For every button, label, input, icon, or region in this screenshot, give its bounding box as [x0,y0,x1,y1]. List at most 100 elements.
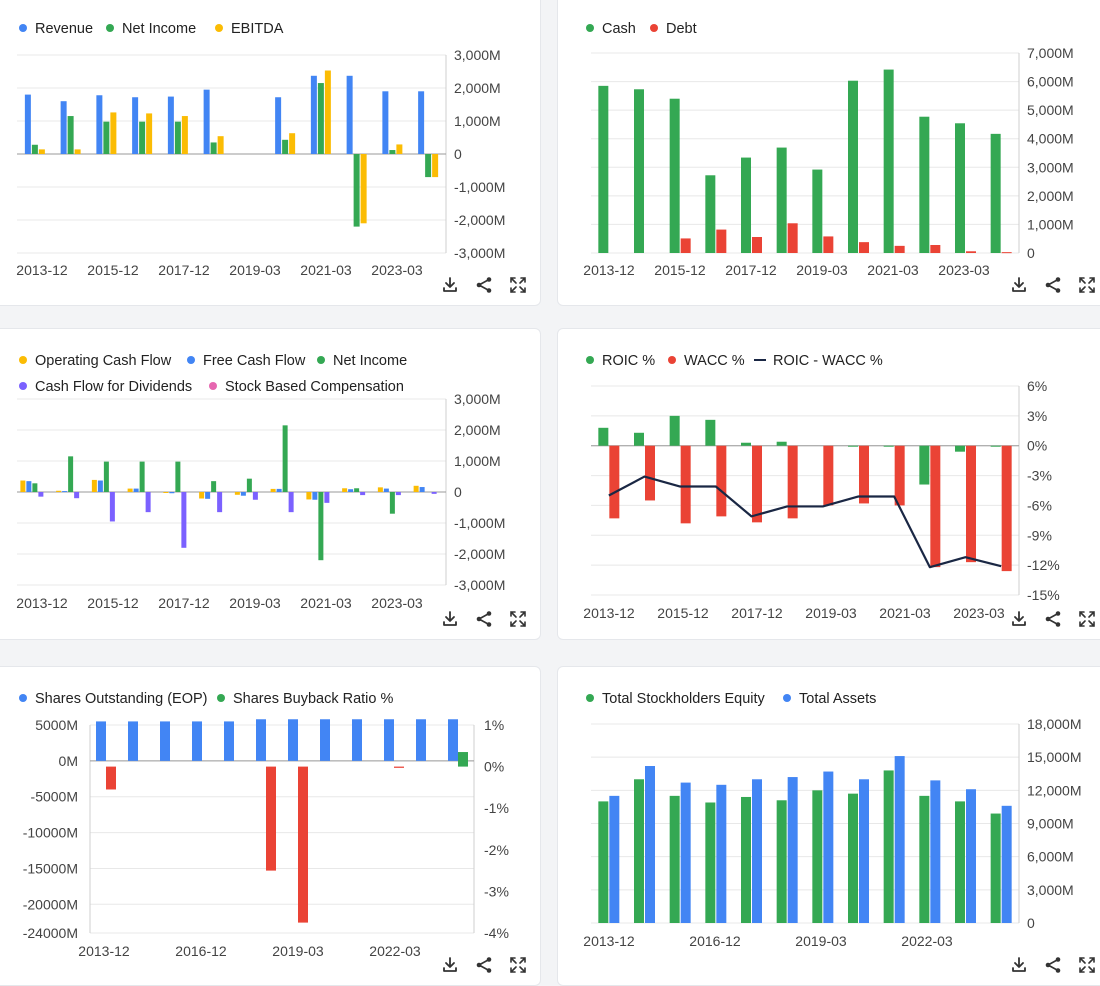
bar-revenue [310,75,317,154]
x-tick-label: 2023-03 [371,595,423,611]
bar-free-cash-flow [26,481,32,492]
share-icon[interactable] [1043,955,1063,975]
x-tick-label: 2015-12 [87,595,139,611]
share-icon[interactable] [474,609,494,629]
y-tick-label: 3,000M [454,391,501,407]
share-icon[interactable] [1043,275,1063,295]
bar-cash-flow-for-dividends [38,492,44,497]
bar-operating-cash-flow [377,487,383,492]
fullscreen-icon[interactable] [508,275,528,295]
legend-item[interactable]: ROIC % [586,353,655,369]
y-tick-label: -1,000M [454,515,505,531]
x-tick-label: 2013-12 [16,262,68,278]
x-tick-label: 2013-12 [583,933,635,949]
chart-toolbar [1009,275,1097,295]
x-tick-label: 2022-03 [369,943,421,959]
download-icon[interactable] [1009,609,1029,629]
bar-total-assets [930,780,941,923]
bar-wacc- [645,445,655,501]
bar-roic- [955,445,965,452]
share-icon[interactable] [1043,609,1063,629]
fullscreen-icon[interactable] [1077,609,1097,629]
download-icon[interactable] [440,955,460,975]
bar-roic- [741,442,751,446]
y-tick-label: 2,000M [454,80,501,96]
legend-item[interactable]: Total Stockholders Equity [586,691,765,707]
legend-item[interactable]: Cash [586,21,636,37]
bar-debt [787,223,798,253]
legend-item[interactable]: Net Income [106,21,196,37]
bar-net-income [282,139,289,154]
y-tick-label: 5000M [35,717,78,733]
download-icon[interactable] [440,275,460,295]
y-tick-label: -2% [484,842,509,858]
bar-ebitda [181,116,188,154]
bar-debt [680,238,691,253]
bar-wacc- [752,445,762,523]
bar-cash [776,147,787,253]
legend-item[interactable]: Shares Buyback Ratio % [217,691,393,707]
bar-ebitda [396,144,403,154]
share-icon[interactable] [474,275,494,295]
bar-revenue [382,91,389,154]
y-tick-label: -6% [1027,497,1052,513]
legend-item[interactable]: Total Assets [783,691,876,707]
legend-item[interactable]: Shares Outstanding (EOP) [19,691,207,707]
bar-net-income [32,483,38,492]
bar-free-cash-flow [97,480,103,492]
legend-item[interactable]: ROIC - WACC % [754,353,883,369]
legend-item[interactable]: Operating Cash Flow [19,353,171,369]
x-tick-label: 2021-03 [867,262,919,278]
legend-item[interactable]: Debt [650,21,697,37]
bar-roic- [919,445,930,485]
x-tick-label: 2019-03 [805,605,857,621]
y-tick-label: -1% [484,800,509,816]
y-tick-label: -20000M [23,896,78,912]
download-icon[interactable] [1009,275,1029,295]
bar-net-income [103,121,110,154]
legend-item[interactable]: Revenue [19,21,93,37]
bar-net-income [174,121,181,154]
y-tick-label: -15% [1027,587,1060,603]
download-icon[interactable] [440,609,460,629]
fullscreen-icon[interactable] [1077,955,1097,975]
legend-item[interactable]: Cash Flow for Dividends [19,379,192,395]
legend-item[interactable]: Free Cash Flow [187,353,305,369]
bar-cash-flow-for-dividends [217,492,223,513]
x-tick-label: 2013-12 [16,595,68,611]
bar-free-cash-flow [205,492,211,499]
bar-cash [919,116,930,253]
bar-shares-outstanding-eop- [448,719,458,761]
bar-operating-cash-flow [20,480,26,492]
bar-ebitda [324,70,331,154]
bar-cash [848,80,858,253]
fullscreen-icon[interactable] [1077,275,1097,295]
bar-revenue [132,97,139,154]
y-tick-label: 0% [1027,438,1047,454]
bar-wacc- [966,445,976,563]
legend-item[interactable]: Net Income [317,353,407,369]
bar-revenue [275,97,282,154]
fullscreen-icon[interactable] [508,609,528,629]
bar-total-stockholders-equity [634,779,644,923]
legend-item[interactable]: WACC % [668,353,745,369]
bar-net-income [282,425,288,492]
legend-item[interactable]: EBITDA [215,21,283,37]
chart-toolbar [1009,609,1097,629]
y-tick-label: 6,000M [1027,74,1074,90]
bar-roic- [776,441,787,446]
bar-wacc- [859,445,869,504]
share-icon[interactable] [474,955,494,975]
legend-item[interactable]: Stock Based Compensation [209,379,404,395]
download-icon[interactable] [1009,955,1029,975]
bar-revenue [167,96,174,154]
y-tick-label: -3% [1027,468,1052,484]
fullscreen-icon[interactable] [508,955,528,975]
bar-total-stockholders-equity [776,800,787,923]
bar-shares-outstanding-eop- [352,719,362,761]
bar-cash-flow-for-dividends [145,492,151,513]
x-tick-label: 2019-03 [796,262,848,278]
bar-ebitda [360,154,367,224]
bar-free-cash-flow [348,489,354,492]
bar-net-income [425,154,432,178]
